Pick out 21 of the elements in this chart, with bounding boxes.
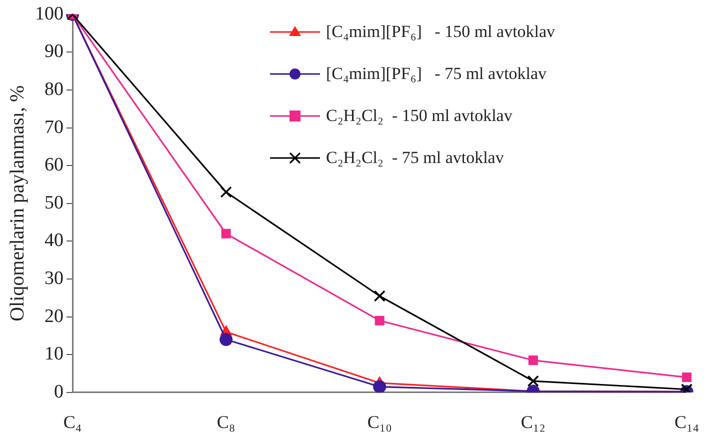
y-tick-label: 20 [44, 306, 64, 327]
x-tick-label: C₁₂ [520, 412, 546, 432]
y-axis-title: Oliqomerlarin paylanması, % [6, 85, 28, 322]
y-tick-label: 60 [44, 154, 64, 176]
x-tick-label: C₈ [216, 412, 236, 432]
y-tick-label: 100 [35, 3, 64, 24]
legend-label: [C₄mim][PF₆] - 150 ml avtoklav [326, 22, 556, 42]
x-tick-label: C₁₄ [674, 412, 700, 432]
y-tick-label: 40 [44, 230, 64, 252]
x-tick-label: C₄ [63, 412, 82, 432]
y-tick-label: 90 [44, 41, 64, 62]
legend-label: C₂H₂Cl₂ - 75 ml avtoklav [326, 148, 504, 168]
y-tick-label: 10 [44, 344, 64, 365]
y-tick-label: 70 [44, 116, 64, 138]
legend-label: C₂H₂Cl₂ - 150 ml avtoklav [326, 106, 512, 126]
y-tick-label: 50 [44, 192, 64, 214]
y-tick-label: 30 [44, 268, 64, 289]
legend-label: [C₄mim][PF₆] - 75 ml avtoklav [326, 64, 547, 84]
y-tick-label: 0 [54, 381, 64, 402]
x-tick-label: C₁₀ [367, 412, 392, 432]
y-tick-label: 80 [44, 78, 64, 100]
